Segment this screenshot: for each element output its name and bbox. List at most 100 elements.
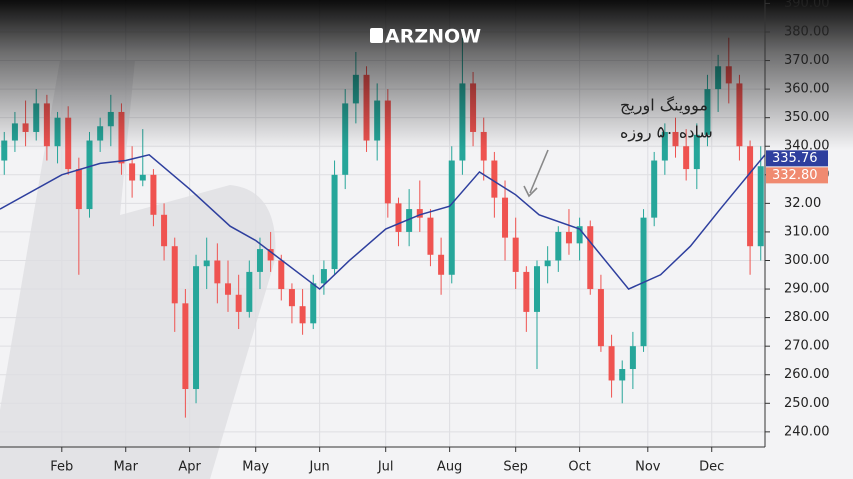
annotation: ساده ۵۰ روزه [620,123,713,143]
x-tick-label: Jul [377,460,394,475]
candle-body [459,83,466,161]
x-tick-label: Feb [50,460,73,475]
candle-body [651,160,658,218]
y-tick-label: 300.00 [784,253,830,268]
candle-body [11,123,18,141]
y-tick-label: 310.00 [784,224,830,239]
y-tick-label: 270.00 [784,339,830,354]
candle-body [597,289,604,347]
candle-body [235,294,242,312]
x-tick-label: Dec [699,460,724,475]
candle-body [278,260,285,290]
candle-body [363,74,370,141]
candle-body [416,209,423,218]
candle-body [395,203,402,232]
candle-body [246,271,253,312]
candle-body [75,169,82,210]
y-tick-label: 360.00 [784,82,830,97]
candle-body [97,126,104,141]
moving-average [0,153,766,291]
y-tick-label: 240.00 [784,424,830,439]
candle-body [480,131,487,161]
annotation-arrowhead [523,185,538,198]
candle-body [139,174,146,181]
annotation-arrow [529,149,549,194]
price-label: 332.80 [772,168,818,183]
candle-body [33,103,40,132]
candle-body [502,197,509,238]
price-label-box [766,167,828,184]
candle-body [470,83,477,132]
candle-body [576,226,583,244]
y-tick-label: 280.00 [784,310,830,325]
y-tick-label: 260.00 [784,367,830,382]
x-tick-label: Oct [568,460,590,475]
candle-body [374,100,381,141]
candle-body [150,174,157,215]
candle-body [107,111,114,127]
candle-body [725,66,732,84]
y-tick-label: 340.00 [784,139,830,154]
candle-body [533,266,540,312]
y-tick-label: 370.00 [784,53,830,68]
y-tick-label: 380.00 [784,24,830,39]
x-tick-label: Apr [178,460,201,475]
candle-body [523,271,530,312]
candle-body [225,283,232,295]
candle-body [1,140,8,161]
x-tick-label: Mar [113,460,138,475]
axes: 240.00 250.00 260.00 270.00 280.00 290.00 300.… [50,0,830,475]
candle-body [171,246,178,304]
x-tick-label: Jun [308,460,329,475]
candle-body [427,217,434,255]
candle-body [310,283,317,324]
candle-body [256,249,263,272]
candle-body [683,146,690,170]
candle-body [587,226,594,290]
x-tick-label: Sep [503,460,528,475]
candle-body [182,303,189,390]
candle-body [320,269,327,284]
candle-body [193,266,200,390]
candle-body [608,346,615,381]
annotation: مووینگ اوریج [620,96,708,116]
candle-body [619,369,626,381]
candle-body [384,100,391,204]
y-tick-label: 290.00 [784,282,830,297]
candle-body [203,260,210,267]
candle-body [331,174,338,270]
candle-body [565,231,572,244]
candle-body [629,346,636,370]
candle-body [299,306,306,324]
candle-body [342,103,349,175]
x-tick-label: May [242,460,269,475]
candle-body [736,83,743,147]
candle-body [715,66,722,90]
logo-icon [370,28,383,43]
logo: ARZNOW [385,26,481,48]
candle-body [288,289,295,307]
candle-body [438,254,445,275]
y-tick-label: 32.00 [784,196,821,211]
candle-body [161,214,168,247]
candle-body [352,74,359,104]
candle-body [267,249,274,261]
candle-body [555,231,562,261]
candle-body [544,260,551,267]
price-label: 335.76 [772,151,818,166]
candle-body [512,237,519,272]
candle-body [747,146,754,247]
y-tick-label: 350.00 [784,110,830,125]
price-label-box [766,150,828,167]
candle-body [22,123,29,132]
y-tick-label: 390.00 [784,0,830,11]
candle-body [491,160,498,198]
candle-body [65,117,72,170]
candle-body [693,134,700,170]
candle-body [406,209,413,232]
candle-body [118,111,125,164]
candle-body [86,140,93,210]
candle-body [129,163,136,181]
candle-body [757,166,764,247]
